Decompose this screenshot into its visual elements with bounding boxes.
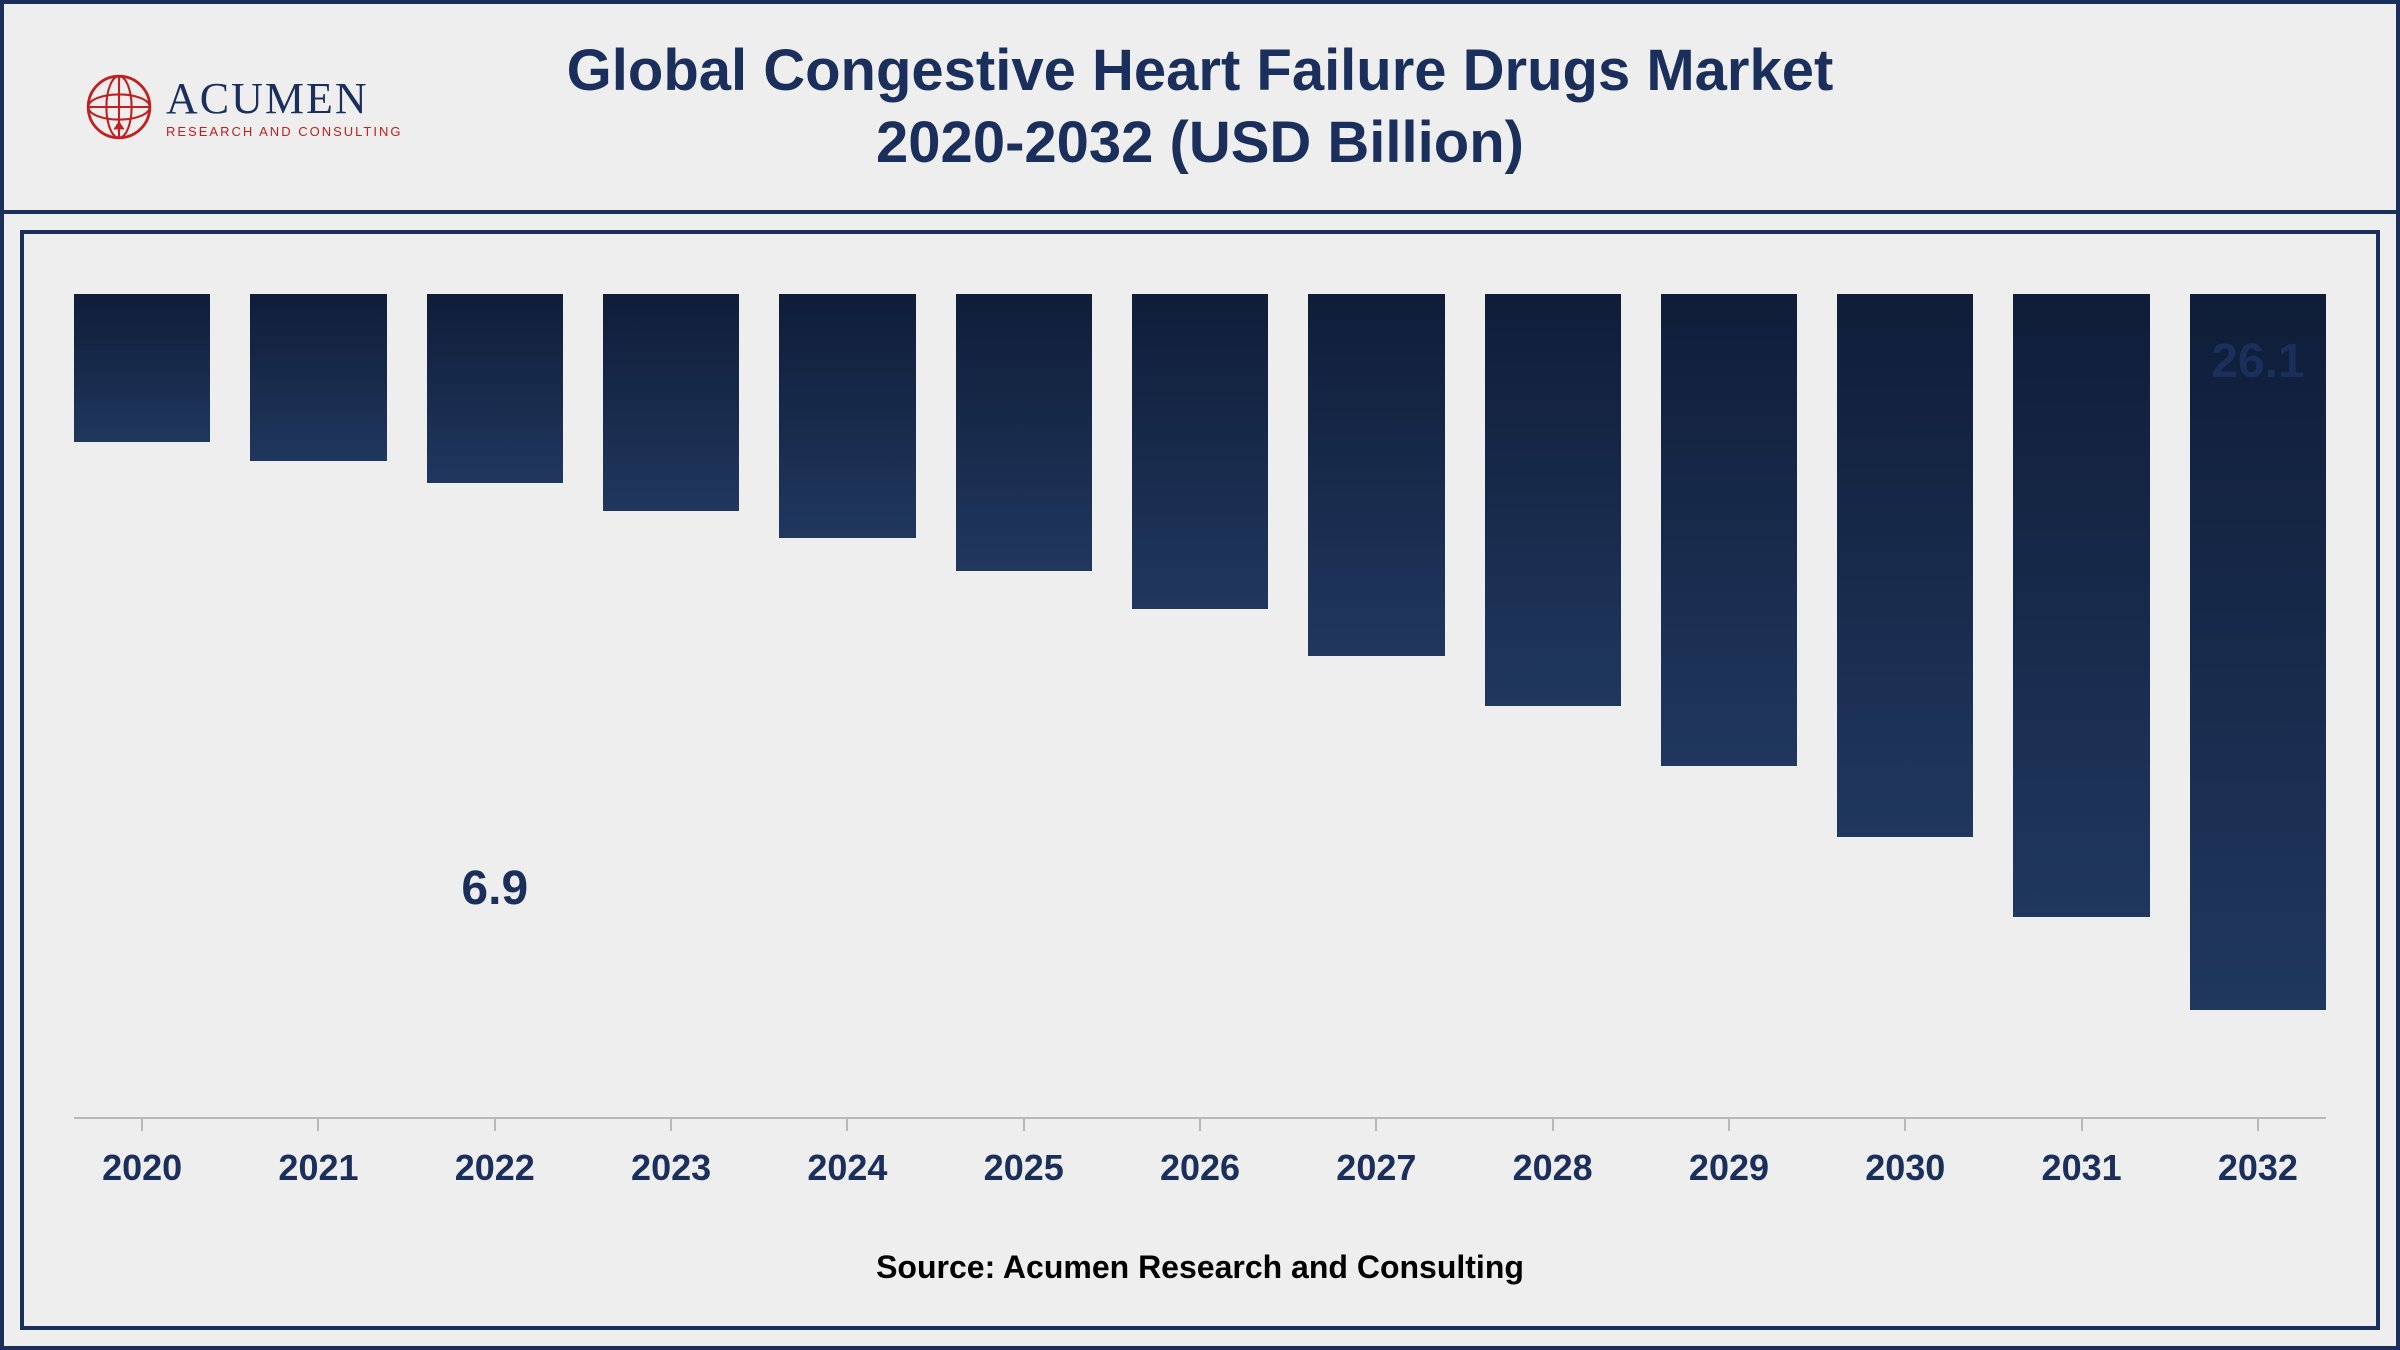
bar-slot (1661, 294, 1797, 1117)
source-text: Source: Acumen Research and Consulting (74, 1249, 2326, 1286)
bar (2013, 294, 2149, 917)
x-axis-label: 2022 (427, 1147, 563, 1189)
bar-slot (250, 294, 386, 1117)
chart-panel: 6.9 26.1 2020 2021 2022 2023 2024 2025 2026 2027… (20, 230, 2380, 1330)
bar-slot (74, 294, 210, 1117)
bar-value-label: 26.1 (2211, 334, 2304, 389)
x-axis-tick (846, 1117, 848, 1131)
bar-slot (779, 294, 915, 1117)
bar (603, 294, 739, 511)
logo: ACUMEN RESEARCH AND CONSULTING (84, 72, 402, 142)
bar-slot: 26.1 (2190, 294, 2326, 1117)
bar-slot (2013, 294, 2149, 1117)
chart-container: ACUMEN RESEARCH AND CONSULTING Global Co… (0, 0, 2400, 1350)
bar-slot (1132, 294, 1268, 1117)
x-axis-tick (1023, 1117, 1025, 1131)
bar-slot (1308, 294, 1444, 1117)
bar (74, 294, 210, 442)
x-axis-label: 2031 (2013, 1147, 2149, 1189)
bar (1485, 294, 1621, 706)
bar (2190, 294, 2326, 1010)
x-axis-tick (317, 1117, 319, 1131)
bar (1661, 294, 1797, 766)
bar-slot (1837, 294, 1973, 1117)
bar-slot (1485, 294, 1621, 1117)
bar (427, 294, 563, 483)
bar (779, 294, 915, 538)
x-axis-label: 2024 (779, 1147, 915, 1189)
header: ACUMEN RESEARCH AND CONSULTING Global Co… (4, 4, 2396, 214)
x-axis-tick (494, 1117, 496, 1131)
x-axis-label: 2026 (1132, 1147, 1268, 1189)
bar (1308, 294, 1444, 656)
bar-value-label: 6.9 (461, 861, 528, 916)
x-axis-tick (2257, 1117, 2259, 1131)
x-axis-label: 2032 (2190, 1147, 2326, 1189)
bar-slot (956, 294, 1092, 1117)
x-axis-label: 2029 (1661, 1147, 1797, 1189)
logo-subtext: RESEARCH AND CONSULTING (166, 125, 402, 138)
x-axis-label: 2028 (1485, 1147, 1621, 1189)
x-axis-label: 2020 (74, 1147, 210, 1189)
bar (1837, 294, 1973, 837)
globe-icon (84, 72, 154, 142)
bar-slot: 6.9 (427, 294, 563, 1117)
x-axis-tick (1904, 1117, 1906, 1131)
x-axis-labels: 2020 2021 2022 2023 2024 2025 2026 2027 2028 2029… (74, 1147, 2326, 1189)
x-axis-label: 2027 (1308, 1147, 1444, 1189)
x-axis-tick (670, 1117, 672, 1131)
logo-text: ACUMEN (166, 77, 402, 121)
x-axis-label: 2023 (603, 1147, 739, 1189)
x-axis-tick (141, 1117, 143, 1131)
x-axis-label: 2021 (250, 1147, 386, 1189)
bar (250, 294, 386, 461)
bar-slot (603, 294, 739, 1117)
x-axis-tick (1375, 1117, 1377, 1131)
x-axis-label: 2025 (956, 1147, 1092, 1189)
x-axis-tick (1199, 1117, 1201, 1131)
bar (956, 294, 1092, 571)
x-axis-label: 2030 (1837, 1147, 1973, 1189)
bars-row: 6.9 26.1 (74, 294, 2326, 1117)
bar (1132, 294, 1268, 609)
x-axis-tick (2081, 1117, 2083, 1131)
plot-area: 6.9 26.1 (74, 294, 2326, 1117)
x-axis-tick (1552, 1117, 1554, 1131)
x-axis-tick (1728, 1117, 1730, 1131)
